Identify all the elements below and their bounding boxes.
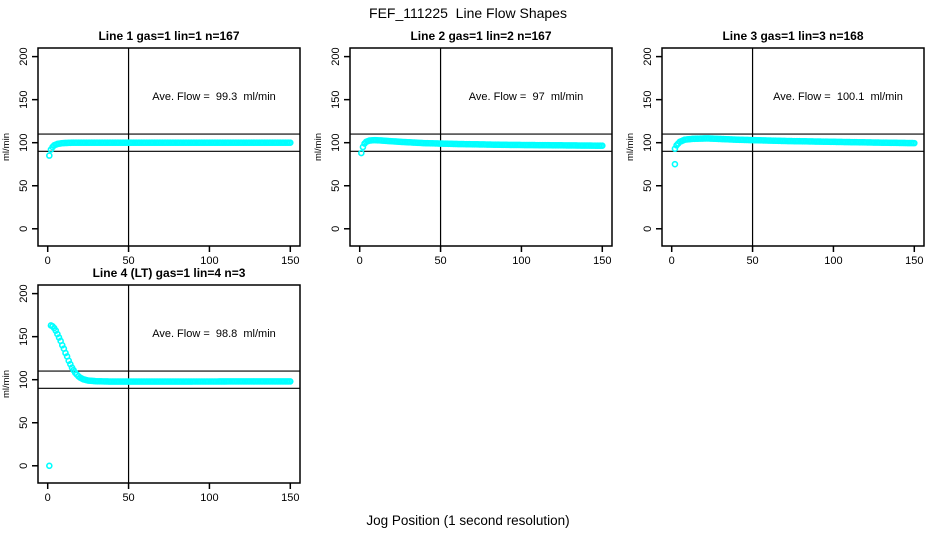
panel-line-2-ave-flow-annotation: Ave. Flow = 97 ml/min bbox=[468, 91, 584, 103]
svg-text:150: 150 bbox=[642, 90, 654, 108]
panel-line-2-title: Line 2 gas=1 lin=2 n=167 bbox=[410, 29, 552, 43]
svg-text:50: 50 bbox=[18, 180, 30, 192]
svg-text:100: 100 bbox=[200, 255, 218, 267]
svg-text:150: 150 bbox=[330, 90, 342, 108]
panel-line-1-ave-flow-annotation: Ave. Flow = 99.3 ml/min bbox=[152, 91, 276, 103]
figure-title: FEF_111225 Line Flow Shapes bbox=[369, 5, 567, 21]
svg-text:0: 0 bbox=[330, 226, 342, 232]
svg-text:100: 100 bbox=[18, 134, 30, 152]
svg-text:0: 0 bbox=[45, 255, 51, 267]
svg-text:200: 200 bbox=[642, 47, 654, 65]
panel-line-1-title: Line 1 gas=1 lin=1 n=167 bbox=[98, 29, 240, 43]
svg-text:100: 100 bbox=[512, 255, 530, 267]
svg-text:0: 0 bbox=[642, 226, 654, 232]
svg-text:150: 150 bbox=[18, 327, 30, 345]
panel-line-2: 0 50 100 150 0 50 100 150 200 ml/min Line 2 gas=1… bbox=[312, 28, 624, 270]
panel-line-4-title: Line 4 (LT) gas=1 lin=4 n=3 bbox=[92, 266, 246, 280]
svg-text:200: 200 bbox=[330, 47, 342, 65]
svg-text:150: 150 bbox=[18, 90, 30, 108]
svg-text:0: 0 bbox=[45, 492, 51, 504]
svg-text:50: 50 bbox=[434, 255, 446, 267]
svg-text:150: 150 bbox=[593, 255, 611, 267]
panel-line-3-ave-flow-annotation: Ave. Flow = 100.1 ml/min bbox=[773, 91, 903, 103]
panel-line-3-plot: 0 50 100 150 0 50 100 150 200 ml/min bbox=[625, 47, 925, 267]
svg-text:200: 200 bbox=[18, 47, 30, 65]
svg-text:50: 50 bbox=[746, 255, 758, 267]
svg-text:100: 100 bbox=[642, 134, 654, 152]
svg-text:100: 100 bbox=[824, 255, 842, 267]
svg-text:ml/min: ml/min bbox=[1, 370, 12, 398]
svg-text:200: 200 bbox=[18, 284, 30, 302]
svg-text:0: 0 bbox=[18, 463, 30, 469]
panel-line-4: 0 50 100 150 0 50 100 150 200 ml/min Line 4 (LT) … bbox=[0, 265, 312, 507]
svg-text:0: 0 bbox=[669, 255, 675, 267]
panel-line-3-title: Line 3 gas=1 lin=3 n=168 bbox=[722, 29, 864, 43]
x-axis-label: Jog Position (1 second resolution) bbox=[366, 513, 570, 528]
svg-text:150: 150 bbox=[281, 255, 299, 267]
svg-text:100: 100 bbox=[200, 492, 218, 504]
svg-text:100: 100 bbox=[18, 371, 30, 389]
svg-text:150: 150 bbox=[905, 255, 923, 267]
panel-line-4-ave-flow-annotation: Ave. Flow = 98.8 ml/min bbox=[152, 328, 276, 340]
svg-text:0: 0 bbox=[18, 226, 30, 232]
svg-text:100: 100 bbox=[330, 134, 342, 152]
panel-line-2-plot: 0 50 100 150 0 50 100 150 200 ml/min bbox=[313, 47, 613, 267]
svg-text:150: 150 bbox=[281, 492, 299, 504]
svg-text:ml/min: ml/min bbox=[625, 133, 636, 161]
svg-text:50: 50 bbox=[330, 180, 342, 192]
svg-text:50: 50 bbox=[642, 180, 654, 192]
svg-text:ml/min: ml/min bbox=[1, 133, 12, 161]
svg-text:50: 50 bbox=[122, 255, 134, 267]
svg-text:0: 0 bbox=[357, 255, 363, 267]
panel-line-1: 0 50 100 150 0 50 100 150 200 ml/min Line 1 gas=1… bbox=[0, 28, 312, 270]
panel-line-1-plot: 0 50 100 150 0 50 100 150 200 ml/min bbox=[1, 47, 301, 267]
svg-text:50: 50 bbox=[18, 417, 30, 429]
panel-line-3: 0 50 100 150 0 50 100 150 200 ml/min Line 3 gas=1… bbox=[624, 28, 936, 270]
panel-line-4-plot: 0 50 100 150 0 50 100 150 200 ml/min bbox=[1, 284, 301, 504]
svg-text:ml/min: ml/min bbox=[313, 133, 324, 161]
svg-text:50: 50 bbox=[122, 492, 134, 504]
